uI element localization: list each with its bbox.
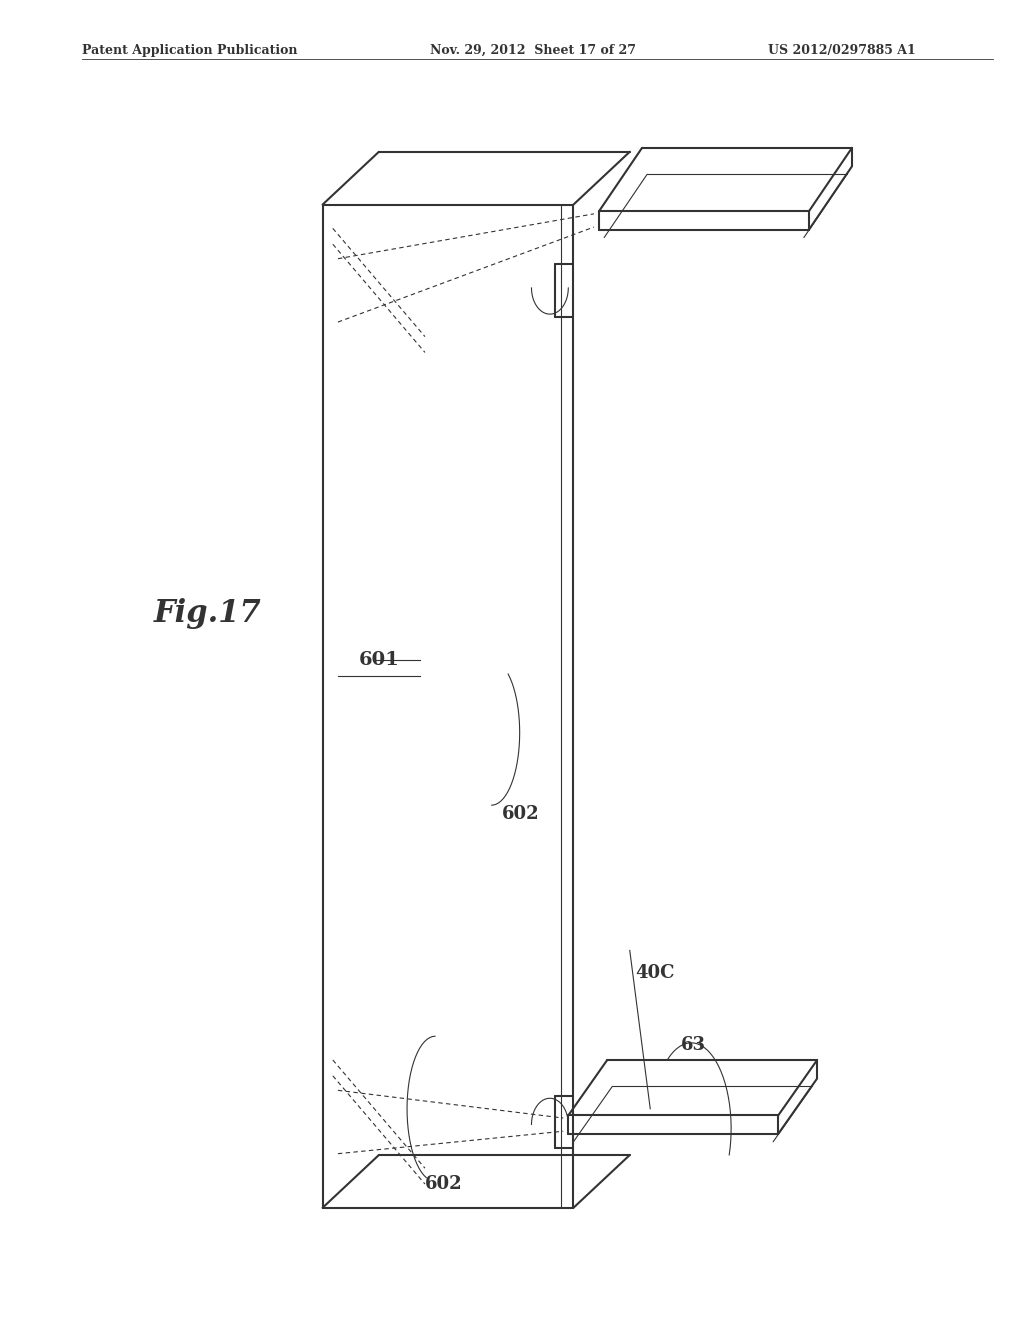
Text: Patent Application Publication: Patent Application Publication [82,44,297,57]
Text: Nov. 29, 2012  Sheet 17 of 27: Nov. 29, 2012 Sheet 17 of 27 [430,44,636,57]
Text: 601: 601 [358,651,399,669]
Text: US 2012/0297885 A1: US 2012/0297885 A1 [768,44,915,57]
Text: Fig.17: Fig.17 [154,598,261,630]
Text: 602: 602 [502,805,540,824]
Text: 40C: 40C [635,964,675,982]
Text: 602: 602 [425,1175,463,1193]
Text: 63: 63 [681,1036,706,1055]
